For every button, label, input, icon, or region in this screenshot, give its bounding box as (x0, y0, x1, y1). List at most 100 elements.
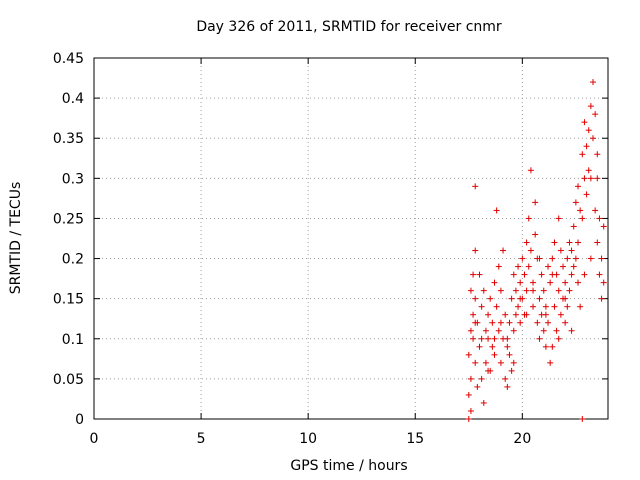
plot-area-frame (93, 57, 609, 420)
y-tick-label: 0.1 (62, 332, 84, 348)
data-point (495, 327, 502, 334)
data-point (510, 327, 517, 334)
data-point (497, 319, 504, 326)
data-point (542, 303, 549, 310)
data-point (598, 295, 605, 302)
data-point (572, 255, 579, 262)
data-point (472, 295, 479, 302)
data-point (502, 375, 509, 382)
data-point (465, 416, 472, 422)
data-point (566, 239, 573, 246)
data-point (592, 111, 599, 118)
data-point (525, 263, 532, 270)
data-point (491, 279, 498, 286)
data-point (542, 343, 549, 350)
data-point (517, 295, 524, 302)
data-point (487, 295, 494, 302)
data-point (489, 343, 496, 350)
data-point (519, 255, 526, 262)
data-point (480, 287, 487, 294)
data-point (472, 319, 479, 326)
x-tick-label: 20 (513, 431, 531, 447)
data-point (555, 287, 562, 294)
data-point (549, 343, 556, 350)
y-tick-label: 0 (75, 412, 84, 428)
data-point (547, 279, 554, 286)
x-tick-label: 10 (299, 431, 317, 447)
x-tick-label: 0 (90, 431, 99, 447)
data-point (600, 223, 607, 230)
data-point (527, 247, 534, 254)
data-point (512, 287, 519, 294)
data-point (564, 255, 571, 262)
data-point (474, 383, 481, 390)
data-point (600, 279, 607, 286)
data-point (557, 247, 564, 254)
data-point (585, 167, 592, 174)
x-axis-label: GPS time / hours (290, 458, 407, 474)
data-point (538, 271, 545, 278)
data-point (532, 231, 539, 238)
data-point (596, 215, 603, 222)
data-point (587, 103, 594, 110)
data-point (575, 183, 582, 190)
data-point (504, 383, 511, 390)
data-point (485, 367, 492, 374)
data-point (485, 311, 492, 318)
y-tick-label: 0.2 (62, 252, 84, 268)
data-point (551, 239, 558, 246)
data-point (470, 311, 477, 318)
data-point (467, 287, 474, 294)
data-point (506, 319, 513, 326)
data-point (575, 239, 582, 246)
data-point (530, 303, 537, 310)
data-point (564, 303, 571, 310)
data-point (581, 119, 588, 126)
data-point (532, 199, 539, 206)
data-point (542, 311, 549, 318)
data-point (536, 295, 543, 302)
data-point (570, 223, 577, 230)
data-point (523, 311, 530, 318)
data-point (491, 335, 498, 342)
data-point (594, 175, 601, 182)
x-axis-tick-labels: 0 5 10 15 20 (90, 431, 532, 447)
data-point (497, 359, 504, 366)
data-point (510, 271, 517, 278)
data-point (560, 263, 567, 270)
data-point (504, 343, 511, 350)
data-point (562, 295, 569, 302)
data-point (510, 359, 517, 366)
data-point (523, 287, 530, 294)
data-point (489, 319, 496, 326)
data-point (465, 351, 472, 358)
data-point (534, 319, 541, 326)
data-point (485, 335, 492, 342)
data-point (581, 175, 588, 182)
data-point (476, 271, 483, 278)
data-point (598, 255, 605, 262)
data-point (579, 416, 586, 422)
data-point (581, 271, 588, 278)
y-axis-tick-labels: 0 0.05 0.1 0.15 0.2 0.25 0.3 0.35 0.4 0.45 (53, 51, 84, 428)
axis-ticks (93, 57, 608, 420)
data-point (478, 375, 485, 382)
data-point (540, 287, 547, 294)
x-tick-label: 5 (197, 431, 206, 447)
data-point (568, 247, 575, 254)
data-point (472, 359, 479, 366)
data-point (517, 319, 524, 326)
data-point (500, 247, 507, 254)
data-point (480, 399, 487, 406)
data-point (547, 359, 554, 366)
data-point (472, 247, 479, 254)
y-tick-label: 0.45 (53, 51, 84, 67)
data-point (585, 127, 592, 134)
data-point (465, 391, 472, 398)
x-tick-label: 15 (406, 431, 424, 447)
y-tick-label: 0.35 (53, 131, 84, 147)
data-point (577, 207, 584, 214)
data-point (590, 79, 597, 86)
data-point (545, 263, 552, 270)
